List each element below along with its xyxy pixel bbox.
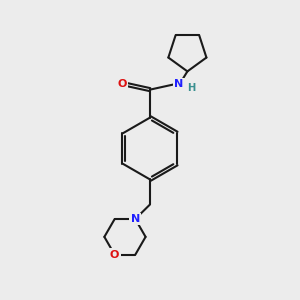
Text: H: H <box>187 83 195 93</box>
Text: N: N <box>131 214 140 224</box>
Text: N: N <box>174 79 183 89</box>
Text: O: O <box>110 250 119 260</box>
Text: O: O <box>118 79 127 89</box>
